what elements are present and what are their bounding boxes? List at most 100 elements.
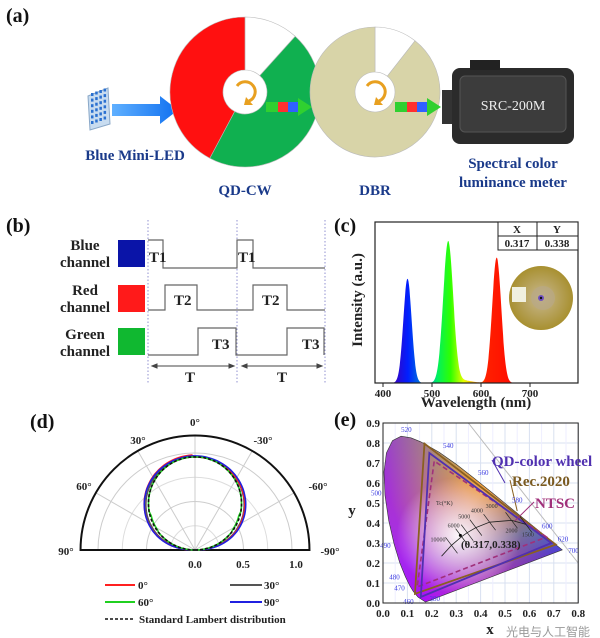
wheel2-label: DBR (359, 183, 391, 199)
led-chip (95, 119, 98, 123)
rotation-arrow-icon (374, 97, 383, 105)
y-tick-label: 0.6 (366, 478, 380, 490)
period-label: T (185, 370, 195, 386)
emission-spectrum (392, 240, 526, 383)
lambert-curve (147, 456, 243, 551)
tc-value: 5000 (458, 515, 470, 521)
table-value: 0.338 (545, 238, 570, 250)
ntsc-label: NTSC (535, 496, 575, 512)
spectral-locus (383, 435, 563, 603)
panel-a: (a) Blue Mini-LED QD-CW DBR SRC-200M Spe… (6, 5, 574, 199)
isotemp-line (445, 537, 458, 554)
panel-label: (d) (30, 411, 54, 433)
angle-label: -30° (253, 435, 272, 447)
x-tick-label: 0.3 (449, 608, 463, 620)
angle-label: 0° (190, 417, 200, 429)
x-tick-label: 0.0 (376, 608, 390, 620)
led-chip (95, 91, 98, 95)
wavelength-label: 480 (389, 573, 400, 581)
legend-label: 90° (264, 597, 279, 609)
period-arrows (150, 363, 324, 369)
device-photo-inset (509, 266, 573, 330)
rotation-arrow-icon (244, 97, 253, 105)
blue-waveform (148, 239, 325, 269)
y-tick-label: 0.1 (366, 578, 380, 590)
x-axis-label: x (486, 622, 494, 638)
y-axis-label: y (348, 503, 356, 519)
legend: 0° 30° 60° 90° Standard Lambert distribu… (105, 580, 286, 626)
led-chip (95, 102, 98, 106)
table-value: 0.317 (505, 238, 530, 250)
tc-value: 3000 (486, 504, 498, 510)
y-tick-label: 0.8 (366, 438, 380, 450)
ntsc-leader-line (514, 501, 535, 522)
led-chip (99, 90, 102, 93)
led-chip (99, 106, 102, 110)
panel-b: (b) Blue channel Red channel Green chann… (6, 215, 326, 386)
dbr-wheel (309, 26, 441, 158)
led-chip (91, 115, 94, 119)
led-chip (95, 113, 98, 117)
red-waveform (148, 284, 325, 311)
wheel1-label: QD-CW (218, 183, 271, 199)
x-tick-label: 0.4 (474, 608, 488, 620)
mini-led-icon (87, 87, 111, 131)
wavelength-label: 460 (403, 598, 414, 606)
led-chip (91, 109, 94, 113)
rec2020-gamut (413, 441, 558, 596)
rotation-arrow-icon (365, 80, 387, 103)
table-header: X (513, 224, 521, 236)
radial-tick: 0.0 (188, 559, 202, 571)
planckian-locus (441, 519, 527, 557)
blue-light-arrow (112, 96, 178, 124)
polar-plot (79, 434, 311, 551)
y-tick-label: 0.7 (366, 458, 380, 470)
rgb-light-arrow-1 (266, 98, 312, 116)
red-channel-label: Red (72, 283, 98, 299)
led-chip (95, 108, 98, 112)
led-chip (103, 116, 107, 120)
led-chip (99, 95, 102, 99)
green-channel-label: Green (65, 327, 105, 343)
source-label: Blue Mini-LED (85, 148, 185, 164)
blue-channel-label: channel (60, 255, 110, 271)
panel-label: (c) (334, 215, 356, 237)
legend-label: Standard Lambert distribution (139, 614, 286, 626)
wavelength-label: 540 (443, 442, 454, 450)
isotemp-line (483, 513, 496, 531)
tc-value: 2000 (506, 528, 518, 534)
wavelength-label: 520 (401, 426, 412, 434)
x-tick-label: 0.1 (401, 608, 415, 620)
grid-spoke (137, 450, 196, 551)
angle-label: 30° (130, 435, 145, 447)
wavelength-label: 470 (394, 584, 405, 592)
x-tick-label: 0.5 (498, 608, 512, 620)
wavelength-label: 500 (371, 489, 382, 497)
wavelength-label: 560 (478, 469, 489, 477)
legend-label: 30° (264, 580, 279, 592)
y-tick-label: 0.9 (366, 418, 380, 430)
table-header: Y (553, 224, 561, 236)
plot-frame (374, 221, 579, 384)
tc-value: 1500 (522, 532, 534, 538)
grid-spoke (95, 492, 196, 551)
isotemp-line (469, 519, 483, 536)
x-tick-label: 600 (473, 388, 490, 400)
led-chip (91, 121, 94, 124)
guide-line (468, 422, 579, 564)
watermark: 光电与人工智能 (506, 624, 590, 638)
x-tick-label: 700 (522, 388, 539, 400)
isotemp-line (455, 528, 468, 545)
green-channel-label: channel (60, 344, 110, 360)
wavelength-label: 580 (512, 497, 523, 505)
x-tick-label: 0.8 (571, 608, 585, 620)
wavelength-label: 620 (558, 535, 569, 543)
white-point-label: (0.317,0.338) (461, 539, 521, 551)
legend-label: 0° (138, 580, 148, 592)
x-tick-label: 400 (375, 388, 392, 400)
isotemp-line (460, 524, 474, 541)
led-chip (99, 118, 102, 121)
y-tick-label: 0.3 (366, 538, 380, 550)
wavelength-label: 600 (542, 523, 553, 531)
